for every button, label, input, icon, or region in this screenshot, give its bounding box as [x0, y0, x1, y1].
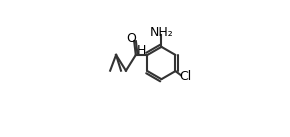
Text: O: O — [126, 32, 136, 45]
Text: NH₂: NH₂ — [150, 26, 173, 39]
Text: H: H — [137, 44, 146, 57]
Text: Cl: Cl — [179, 70, 191, 83]
